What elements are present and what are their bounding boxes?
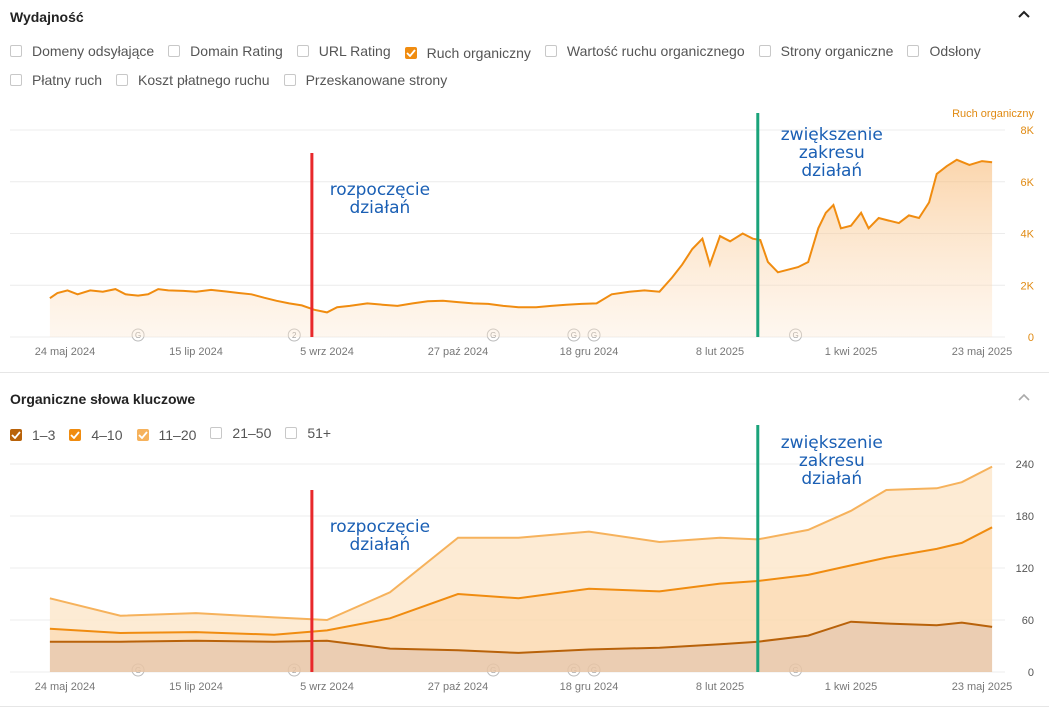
organic-keywords-chart: 0 60 120 180 240 24 maj 2024 15 lip 2024 5 wrz … xyxy=(10,425,1034,693)
checkbox-unchecked-icon[interactable] xyxy=(285,427,298,439)
keywords-line-4-10 xyxy=(49,526,993,636)
checkbox-checked-icon[interactable] xyxy=(404,47,417,59)
checkbox-checked-icon[interactable] xyxy=(10,429,22,441)
y-tick-label: 0 xyxy=(1028,667,1034,679)
keywords-options: 1–3 4–10 11–20 21–50 51+ xyxy=(10,423,345,445)
checkbox-unchecked-icon[interactable] xyxy=(296,45,309,57)
x-tick-label: 15 lip 2024 xyxy=(169,346,223,358)
x-tick-label: 18 gru 2024 xyxy=(560,346,619,358)
x-tick-label: 1 kwi 2025 xyxy=(825,346,878,358)
y-tick-label: 8K xyxy=(1021,125,1035,137)
annotation-start-text: działań xyxy=(349,535,410,555)
keywords-area-11-20 xyxy=(49,466,993,635)
checkbox-unchecked-icon[interactable] xyxy=(10,74,22,86)
checkbox-unchecked-icon[interactable] xyxy=(283,74,296,86)
checkbox-unchecked-icon[interactable] xyxy=(544,45,557,57)
y-tick-label: 4K xyxy=(1021,229,1035,241)
series-legend-label: Ruch organiczny xyxy=(952,108,1034,120)
panel-divider xyxy=(0,372,1049,373)
x-tick-label: 24 maj 2024 xyxy=(35,681,96,693)
option-strony-organiczne[interactable]: Strony organiczne xyxy=(758,41,894,61)
option-label: Strony organiczne xyxy=(780,43,894,59)
x-tick-label: 24 maj 2024 xyxy=(35,346,96,358)
y-tick-label: 180 xyxy=(1016,511,1034,523)
x-tick-label: 5 wrz 2024 xyxy=(300,346,354,358)
option-label: URL Rating xyxy=(318,43,391,59)
option-label: Wartość ruchu organicznego xyxy=(566,43,745,59)
x-tick-label: 27 paź 2024 xyxy=(428,346,489,358)
annotation-expand-text: działań xyxy=(801,469,862,489)
checkbox-unchecked-icon[interactable] xyxy=(758,45,771,57)
y-tick-label: 240 xyxy=(1016,459,1034,471)
checkbox-unchecked-icon[interactable] xyxy=(116,74,129,86)
performance-options-row1: Domeny odsyłające Domain Rating URL Rating… xyxy=(10,41,995,63)
annotation-expand-text: zakresu xyxy=(799,143,865,163)
option-domeny-odsylajace[interactable]: Domeny odsyłające xyxy=(10,41,154,61)
bottom-divider xyxy=(0,706,1049,707)
y-tick-label: 0 xyxy=(1028,332,1034,344)
option-domain-rating[interactable]: Domain Rating xyxy=(168,41,283,61)
annotation-start-text: rozpoczęcie xyxy=(330,180,430,200)
x-tick-label: 23 maj 2025 xyxy=(952,346,1013,358)
x-tick-label: 8 lut 2025 xyxy=(696,346,744,358)
checkbox-checked-icon[interactable] xyxy=(136,429,149,441)
annotation-start-text: działań xyxy=(349,198,410,218)
option-label: Koszt płatnego ruchu xyxy=(138,72,270,88)
option-label: Płatny ruch xyxy=(32,72,103,88)
checkbox-unchecked-icon[interactable] xyxy=(10,45,22,57)
option-11-20[interactable]: 11–20 xyxy=(136,425,197,445)
option-4-10[interactable]: 4–10 xyxy=(69,425,123,445)
checkbox-unchecked-icon[interactable] xyxy=(168,45,181,57)
y-tick-label: 6K xyxy=(1021,177,1035,189)
x-tick-label: 18 gru 2024 xyxy=(560,681,619,693)
option-url-rating[interactable]: URL Rating xyxy=(296,41,391,61)
option-platny-ruch[interactable]: Płatny ruch xyxy=(10,70,102,90)
annotation-expand-text: zwiększenie xyxy=(781,433,883,453)
option-label: Domeny odsyłające xyxy=(32,43,155,59)
option-label: 51+ xyxy=(307,425,332,441)
option-label: 4–10 xyxy=(91,427,123,443)
keywords-line-11-20 xyxy=(49,465,993,622)
annotation-expand-text: działań xyxy=(801,161,862,181)
x-tick-label: 15 lip 2024 xyxy=(169,681,223,693)
option-label: 11–20 xyxy=(158,427,197,443)
y-tick-label: 2K xyxy=(1021,280,1035,292)
keywords-title: Organiczne słowa kluczowe xyxy=(10,391,196,407)
option-label: 1–3 xyxy=(32,427,56,443)
x-tick-label: 8 lut 2025 xyxy=(696,681,744,693)
organic-traffic-chart: 0 2K 4K 6K 8K 24 maj 2024 15 lip 2024 5 wrz 202… xyxy=(10,108,1035,358)
collapse-performance-chevron-up-icon[interactable] xyxy=(1018,10,1030,18)
keywords-line-1-3 xyxy=(49,620,993,654)
traffic-line xyxy=(49,158,993,314)
x-tick-label: 1 kwi 2025 xyxy=(825,681,878,693)
checkbox-unchecked-icon[interactable] xyxy=(210,427,223,439)
x-tick-label: 5 wrz 2024 xyxy=(300,681,354,693)
performance-title: Wydajność xyxy=(10,9,84,25)
checkbox-checked-icon[interactable] xyxy=(69,429,82,441)
x-tick-label: 23 maj 2025 xyxy=(952,681,1013,693)
y-tick-label: 60 xyxy=(1022,615,1034,627)
annotation-expand-text: zakresu xyxy=(799,451,865,471)
y-tick-label: 120 xyxy=(1016,563,1034,575)
performance-options-row2: Płatny ruch Koszt płatnego ruchu Przeskano… xyxy=(10,70,461,90)
x-tick-label: 27 paź 2024 xyxy=(428,681,489,693)
option-label: Odsłony xyxy=(929,43,981,59)
option-1-3[interactable]: 1–3 xyxy=(10,425,55,445)
traffic-area xyxy=(49,159,993,337)
option-label: 21–50 xyxy=(232,425,272,441)
collapse-keywords-chevron-up-icon[interactable] xyxy=(1018,393,1030,401)
option-51[interactable]: 51+ xyxy=(285,423,331,443)
option-label: Ruch organiczny xyxy=(426,45,531,61)
option-wartosc-ruchu-organicznego[interactable]: Wartość ruchu organicznego xyxy=(544,41,745,61)
option-koszt-platnego-ruchu[interactable]: Koszt płatnego ruchu xyxy=(116,70,270,90)
option-21-50[interactable]: 21–50 xyxy=(210,423,271,443)
annotation-start-text: rozpoczęcie xyxy=(330,517,430,537)
option-label: Domain Rating xyxy=(190,43,283,59)
option-odslony[interactable]: Odsłony xyxy=(907,41,981,61)
checkbox-unchecked-icon[interactable] xyxy=(907,45,920,57)
option-przeskanowane-strony[interactable]: Przeskanowane strony xyxy=(283,70,448,90)
option-label: Przeskanowane strony xyxy=(305,72,448,88)
option-ruch-organiczny[interactable]: Ruch organiczny xyxy=(404,43,531,63)
annotation-expand-text: zwiększenie xyxy=(781,125,883,145)
